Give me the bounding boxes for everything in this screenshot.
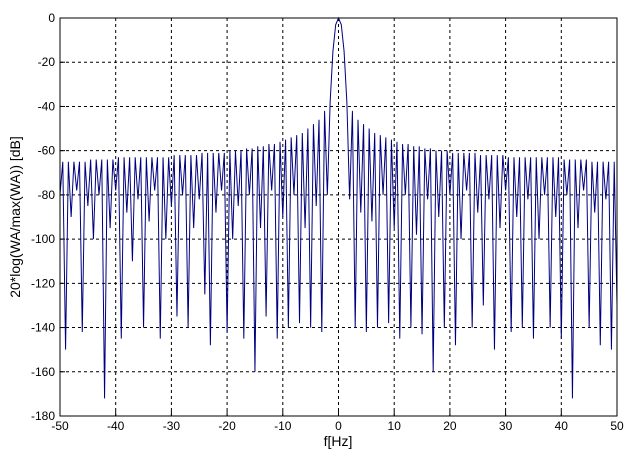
x-tick-label: -40 xyxy=(107,419,125,433)
y-tick-label: -140 xyxy=(31,321,55,335)
x-tick-label: 0 xyxy=(335,419,342,433)
y-tick-label: -40 xyxy=(38,99,56,113)
x-axis-label: f[Hz] xyxy=(324,433,353,449)
x-tick-label: 40 xyxy=(555,419,569,433)
y-tick-label: -160 xyxy=(31,365,55,379)
x-tick-label: -50 xyxy=(51,419,69,433)
y-tick-label: -180 xyxy=(31,409,55,423)
x-tick-label: 20 xyxy=(443,419,457,433)
y-axis-label: 20*log(WA/max(WA)) [dB] xyxy=(7,136,23,298)
x-tick-label: -30 xyxy=(163,419,181,433)
y-tick-label: -100 xyxy=(31,232,55,246)
y-tick-label: -60 xyxy=(38,144,56,158)
x-tick-label: -10 xyxy=(274,419,292,433)
y-tick-label: 0 xyxy=(48,11,55,25)
x-tick-label: 50 xyxy=(610,419,624,433)
x-tick-label: 10 xyxy=(388,419,402,433)
x-tick-label: -20 xyxy=(218,419,236,433)
y-tick-label: -120 xyxy=(31,276,55,290)
x-tick-label: 30 xyxy=(499,419,513,433)
y-tick-label: -20 xyxy=(38,55,56,69)
plot-frame xyxy=(59,17,618,417)
y-tick-label: -80 xyxy=(38,188,56,202)
